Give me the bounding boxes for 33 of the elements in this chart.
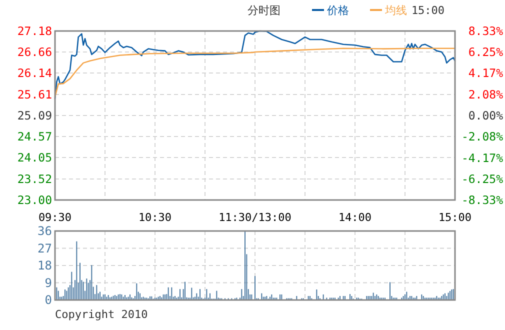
- y-tick-label: 24.57: [17, 130, 52, 144]
- y-tick-label: 25.09: [17, 108, 52, 122]
- text: Copyright 2010: [55, 308, 148, 321]
- y-tick-label: 23.52: [17, 172, 52, 186]
- x-tick-label: 09:30: [38, 211, 72, 224]
- y-tick-label: 27.18: [17, 24, 52, 38]
- x-tick-label: 14:00: [338, 211, 372, 224]
- legend-label: 价格: [326, 4, 349, 17]
- y2-tick-label: 0.00%: [468, 108, 504, 122]
- y2-tick-label: 8.33%: [468, 24, 504, 38]
- y-tick-label: 0: [44, 293, 52, 307]
- y2-tick-label: 4.17%: [468, 66, 504, 80]
- x-tick-label: 11:30/13:00: [218, 211, 292, 224]
- y-tick-label: 24.05: [17, 150, 52, 165]
- y-tick-label: 26.14: [17, 66, 52, 80]
- y2-tick-label: 6.25%: [468, 45, 504, 60]
- y2-tick-label: -4.17%: [461, 150, 504, 165]
- y-tick-label: 25.61: [17, 87, 52, 102]
- y2-tick-label: -2.08%: [461, 130, 504, 144]
- chart-title: 分时图: [248, 4, 280, 17]
- y-tick-label: 9: [44, 276, 52, 290]
- y2-tick-label: 2.08%: [468, 87, 504, 102]
- legend-label: 均线: [384, 4, 407, 17]
- y-tick-label: 23.00: [17, 193, 52, 207]
- text: 15:00: [411, 4, 445, 17]
- y-tick-label: 36: [38, 224, 52, 238]
- y-tick-label: 26.66: [17, 45, 52, 60]
- x-tick-label: 10:30: [138, 211, 172, 224]
- x-tick-label: 15:00: [438, 211, 472, 224]
- y2-tick-label: -8.33%: [461, 193, 504, 207]
- y2-tick-label: -6.25%: [461, 172, 504, 186]
- y-tick-label: 18: [38, 258, 52, 272]
- y-tick-label: 27: [38, 241, 52, 256]
